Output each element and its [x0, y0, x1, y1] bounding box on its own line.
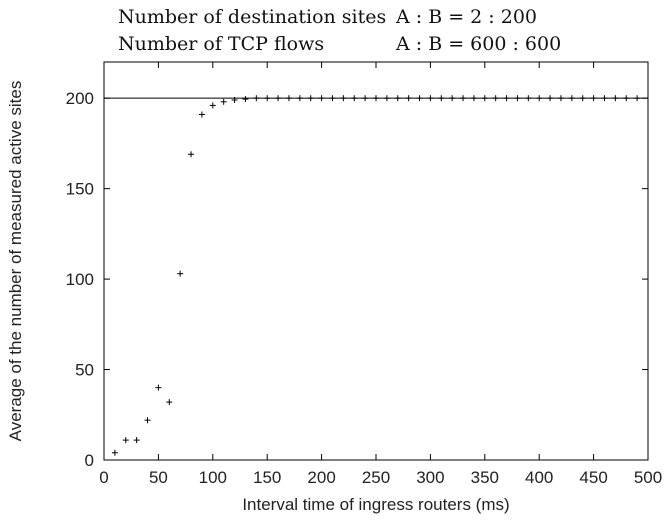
data-point — [253, 95, 260, 102]
data-point — [373, 95, 379, 102]
data-point — [514, 95, 521, 102]
header-row-label: Number of TCP flows — [118, 33, 325, 55]
x-axis-label: Interval time of ingress routers (ms) — [242, 495, 509, 514]
data-point — [623, 95, 630, 102]
data-point — [634, 95, 641, 102]
data-point — [111, 449, 118, 456]
data-point — [362, 95, 369, 102]
data-point — [470, 95, 477, 102]
data-point — [438, 95, 445, 102]
data-point — [122, 437, 129, 444]
data-point — [144, 417, 151, 424]
x-tick-label: 400 — [525, 468, 553, 487]
data-point — [547, 95, 554, 102]
y-tick-label: 50 — [75, 361, 94, 380]
data-point — [383, 95, 390, 102]
data-point — [133, 437, 140, 444]
header-row: Number of TCP flows A : B = 600 : 600 — [118, 31, 638, 58]
data-point — [155, 384, 162, 391]
data-point — [198, 111, 205, 118]
data-point — [242, 96, 249, 103]
data-point — [449, 95, 456, 102]
x-tick-label: 150 — [253, 468, 281, 487]
data-point — [492, 95, 499, 102]
data-points — [111, 95, 641, 456]
x-tick-label: 200 — [307, 468, 335, 487]
header-row: Number of destination sites A : B = 2 : 2… — [118, 4, 638, 31]
x-tick-label: 450 — [579, 468, 607, 487]
data-point — [460, 95, 467, 102]
y-tick-label: 150 — [66, 180, 94, 199]
data-point — [296, 95, 303, 102]
data-point — [340, 95, 347, 102]
data-point — [351, 95, 358, 102]
x-tick-label: 350 — [471, 468, 499, 487]
data-point — [536, 95, 543, 102]
chart-header: Number of destination sites A : B = 2 : 2… — [118, 4, 638, 58]
data-point — [318, 95, 325, 102]
header-row-value: A : B = 2 : 200 — [396, 6, 537, 28]
x-tick-label: 50 — [149, 468, 168, 487]
data-point — [177, 270, 184, 277]
x-tick-label: 300 — [416, 468, 444, 487]
data-point — [427, 95, 434, 102]
data-point — [275, 95, 282, 102]
data-point — [264, 95, 271, 102]
data-point — [601, 95, 608, 102]
data-point — [329, 95, 336, 102]
axis-ticks: 0 50 100 150 200 250 300 350 400 450 500 0 50 100 150 2… — [66, 62, 662, 487]
data-point — [568, 95, 575, 102]
y-axis-label: Average of the number of measured active… — [6, 81, 25, 442]
data-point — [416, 95, 423, 102]
x-tick-label: 500 — [634, 468, 662, 487]
data-point — [612, 95, 619, 102]
data-point — [557, 95, 564, 102]
data-point — [481, 95, 488, 102]
data-point — [220, 98, 227, 105]
data-point — [231, 96, 238, 103]
x-tick-label: 0 — [99, 468, 108, 487]
y-tick-label: 0 — [85, 451, 94, 470]
data-point — [394, 95, 401, 102]
x-tick-label: 250 — [362, 468, 390, 487]
y-tick-label: 200 — [66, 89, 94, 108]
data-point — [579, 95, 586, 102]
data-point — [405, 95, 412, 102]
data-point — [307, 95, 314, 102]
data-point — [166, 399, 173, 406]
x-tick-label: 100 — [199, 468, 227, 487]
data-point — [590, 95, 597, 102]
plot-frame — [103, 61, 649, 461]
header-row-label: Number of destination sites — [118, 6, 387, 28]
data-point — [503, 95, 510, 102]
data-point — [285, 95, 292, 102]
y-tick-label: 100 — [66, 270, 94, 289]
header-row-value: A : B = 600 : 600 — [396, 33, 562, 55]
data-point — [209, 102, 216, 109]
data-point — [188, 151, 195, 158]
data-point — [525, 95, 532, 102]
